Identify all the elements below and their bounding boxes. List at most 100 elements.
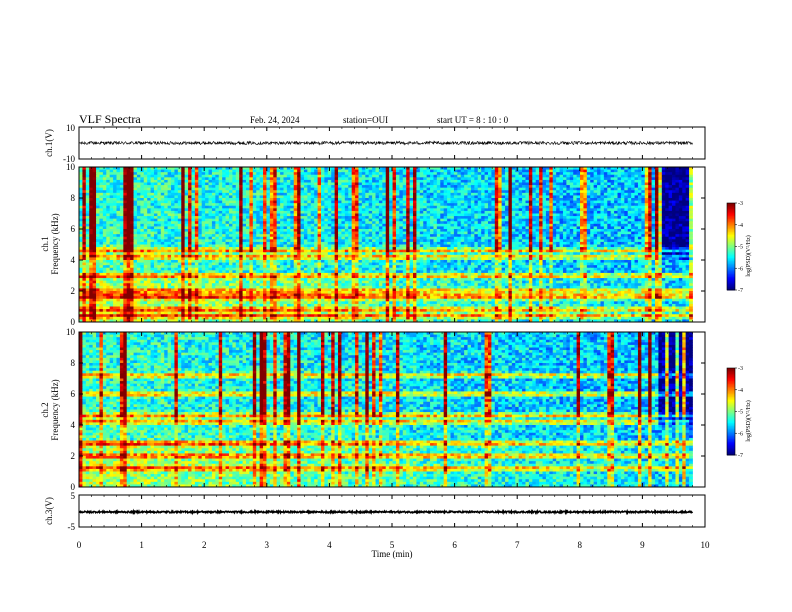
spectrogram-cell — [314, 219, 318, 222]
spectrogram-cell — [324, 193, 328, 196]
spectrogram-cell — [301, 224, 305, 227]
spectrogram-cell — [171, 201, 175, 204]
spectrogram-cell — [263, 183, 267, 186]
spectrogram-cell — [536, 214, 540, 217]
spectrogram-cell — [583, 180, 587, 183]
spectrogram-cell — [532, 201, 536, 204]
spectrogram-cell — [103, 170, 107, 173]
spectrogram-cell — [116, 221, 120, 224]
spectrogram-cell — [549, 172, 553, 175]
spectrogram-cell — [338, 183, 342, 186]
spectrogram-cell — [406, 232, 410, 235]
spectrogram-cell — [396, 234, 400, 237]
spectrogram-cell — [621, 203, 625, 206]
spectrogram-cell — [127, 193, 131, 196]
spectrogram-cell — [79, 232, 83, 235]
spectrogram-cell — [491, 214, 495, 217]
spectrogram-cell — [577, 219, 581, 222]
spectrogram-cell — [669, 224, 673, 227]
spectrogram-cell — [607, 214, 611, 217]
spectrogram-cell — [130, 188, 134, 191]
spectrogram-cell — [658, 172, 662, 175]
spectrogram-cell — [495, 229, 499, 232]
spectrogram-cell — [604, 232, 608, 235]
spectrogram-cell — [386, 185, 390, 188]
spectrogram-cell — [205, 237, 209, 240]
spectrogram-cell — [232, 195, 236, 198]
spectrogram-cell — [522, 172, 526, 175]
spectrogram-cell — [188, 201, 192, 204]
spectrogram-cell — [648, 203, 652, 206]
spectrogram-cell — [641, 195, 645, 198]
spectrogram-cell — [358, 188, 362, 191]
spectrogram-cell — [236, 175, 240, 178]
spectrogram-cell — [365, 193, 369, 196]
spectrogram-cell — [116, 190, 120, 193]
spectrogram-cell — [566, 183, 570, 186]
spectrogram-cell — [147, 216, 151, 219]
spectrogram-cell — [573, 180, 577, 183]
spectrogram-cell — [379, 195, 383, 198]
spectrogram-cell — [174, 234, 178, 237]
spectrogram-cell — [376, 203, 380, 206]
spectrogram-cell — [471, 188, 475, 191]
spectrogram-cell — [311, 208, 315, 211]
spectrogram-cell — [406, 177, 410, 180]
spectrogram-cell — [188, 198, 192, 201]
spectrogram-cell — [631, 206, 635, 209]
spectrogram-cell — [263, 208, 267, 211]
spectrogram-cell — [154, 198, 158, 201]
spectrogram-cell — [273, 206, 277, 209]
spectrogram-cell — [641, 234, 645, 237]
spectrogram-cell — [423, 193, 427, 196]
spectrogram-cell — [658, 170, 662, 173]
spectrogram-cell — [283, 203, 287, 206]
spectrogram-cell — [324, 221, 328, 224]
spectrogram-cell — [215, 203, 219, 206]
spectrogram-cell — [389, 203, 393, 206]
spectrogram-cell — [212, 183, 216, 186]
spectrogram-cell — [195, 193, 199, 196]
spectrogram-cell — [266, 206, 270, 209]
spectrogram-cell — [243, 211, 247, 214]
spectrogram-cell — [587, 203, 591, 206]
spectrogram-cell — [266, 237, 270, 240]
spectrogram-cell — [457, 183, 461, 186]
spectrogram-cell — [437, 190, 441, 193]
spectrogram-cell — [270, 237, 274, 240]
spectrogram-cell — [478, 214, 482, 217]
spectrogram-cell — [577, 214, 581, 217]
spectrogram-cell — [485, 208, 489, 211]
spectrogram-cell — [669, 185, 673, 188]
spectrogram-cell — [577, 208, 581, 211]
spectrogram-cell — [410, 185, 414, 188]
spectrogram-cell — [144, 203, 148, 206]
spectrogram-cell — [86, 175, 90, 178]
spectrogram-cell — [423, 177, 427, 180]
spectrogram-cell — [236, 190, 240, 193]
spectrogram-cell — [665, 226, 669, 229]
spectrogram-cell — [386, 190, 390, 193]
spectrogram-cell — [372, 201, 376, 204]
spectrogram-cell — [624, 193, 628, 196]
spectrogram-cell — [358, 170, 362, 173]
spectrogram-cell — [219, 234, 223, 237]
spectrogram-cell — [106, 214, 110, 217]
spectrogram-cell — [154, 237, 158, 240]
spectrogram-cell — [468, 193, 472, 196]
spectrogram-cell — [243, 170, 247, 173]
spectrogram-cell — [116, 214, 120, 217]
spectrogram-cell — [410, 219, 414, 222]
spectrogram-cell — [140, 183, 144, 186]
spectrogram-cell — [113, 229, 117, 232]
spectrogram-cell — [379, 170, 383, 173]
spectrogram-cell — [130, 232, 134, 235]
spectrogram-cell — [365, 206, 369, 209]
spectrogram-cell — [195, 203, 199, 206]
spectrogram-cell — [246, 219, 250, 222]
spectrogram-cell — [345, 237, 349, 240]
spectrogram-cell — [682, 221, 686, 224]
spectrogram-cell — [468, 172, 472, 175]
spectrogram-cell — [556, 180, 560, 183]
spectrogram-cell — [529, 172, 533, 175]
